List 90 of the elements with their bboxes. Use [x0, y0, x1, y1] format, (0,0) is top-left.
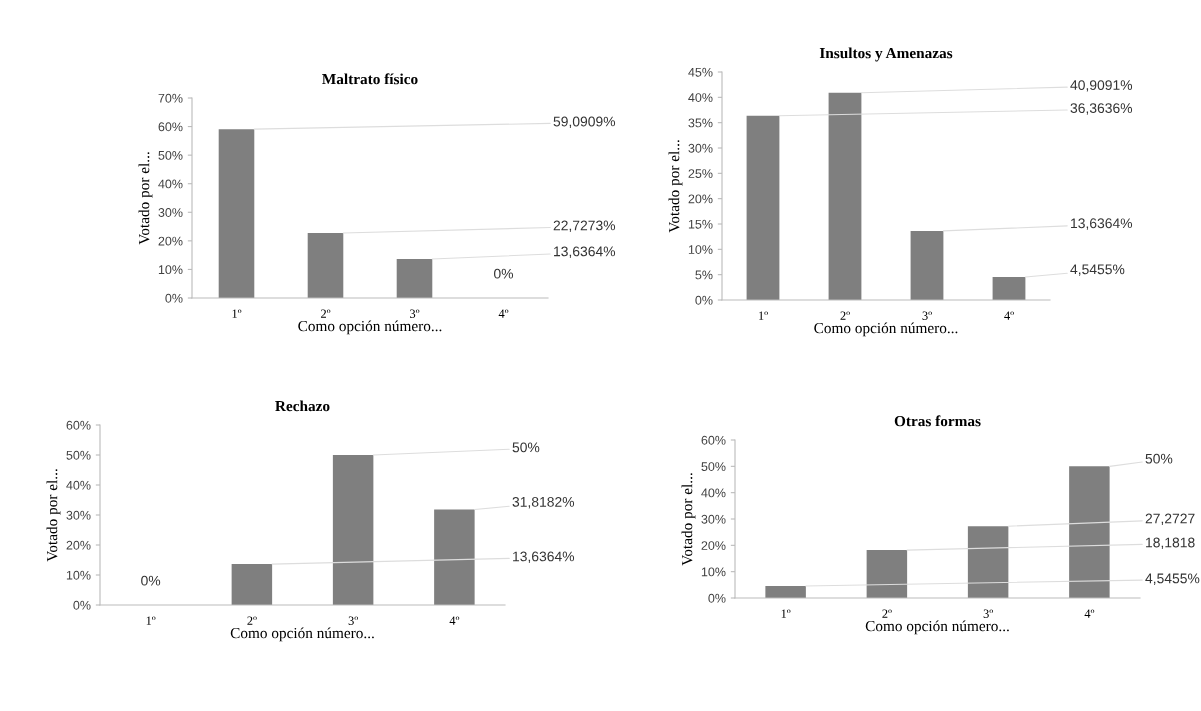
x-tick-label: 4º: [449, 616, 460, 625]
y-tick-label: 50%: [66, 450, 91, 460]
bar: [396, 259, 433, 298]
x-tick-label: 3º: [983, 609, 993, 618]
y-tick-label: 25%: [688, 169, 713, 178]
x-tick-label: 4º: [498, 309, 509, 318]
bar: [910, 230, 944, 300]
bar: [828, 92, 862, 300]
bar: [1069, 466, 1110, 598]
bar: [967, 526, 1009, 598]
y-tick-label: 0%: [695, 295, 713, 305]
data-label: 27,2727: [1145, 513, 1195, 526]
data-label: 4,5455%: [1145, 573, 1200, 585]
y-tick-label: 30%: [701, 514, 726, 524]
data-label: 50%: [512, 442, 540, 453]
data-label: 59,0909%: [553, 116, 616, 129]
x-axis-title: Como opción número...: [230, 627, 374, 642]
chart-title: Otras formas: [894, 415, 981, 427]
y-tick-label: 35%: [688, 118, 713, 128]
y-tick-label: 30%: [158, 208, 183, 217]
y-tick-label: 10%: [688, 245, 713, 254]
y-tick-label: 60%: [701, 435, 726, 445]
data-label: 0%: [494, 268, 514, 279]
y-tick-label: 30%: [688, 143, 713, 153]
data-label: 22,7273%: [553, 220, 616, 232]
y-axis-title: Votado por el...: [138, 152, 153, 245]
y-tick-label: 0%: [165, 293, 183, 303]
y-tick-label: 0%: [708, 593, 726, 603]
x-tick-label: 2º: [320, 309, 331, 318]
x-tick-label: 3º: [922, 311, 932, 320]
bar: [992, 276, 1026, 300]
bar: [218, 129, 255, 298]
data-label: 0%: [141, 575, 161, 586]
x-tick-label: 3º: [348, 616, 358, 625]
x-tick-label: 2º: [882, 609, 892, 618]
x-tick-label: 4º: [1084, 609, 1095, 618]
chart-title: Maltrato físico: [322, 73, 418, 85]
y-tick-label: 15%: [688, 219, 713, 229]
y-tick-label: 5%: [695, 270, 713, 280]
x-tick-label: 1º: [232, 309, 242, 318]
y-tick-label: 40%: [158, 179, 183, 189]
y-tick-label: 40%: [701, 488, 726, 498]
x-tick-label: 1º: [759, 311, 768, 320]
bar: [307, 233, 344, 298]
x-axis-title: Como opción número...: [865, 620, 1009, 635]
x-tick-label: 2º: [840, 311, 850, 320]
data-label: 50%: [1145, 453, 1173, 464]
data-label: 31,8182%: [512, 496, 575, 509]
bar: [746, 115, 780, 300]
bar: [231, 564, 273, 605]
y-tick-label: 30%: [66, 510, 91, 520]
x-tick-label: 1º: [781, 609, 791, 618]
bar: [866, 550, 908, 598]
y-tick-label: 60%: [158, 122, 183, 132]
chart-title: Insultos y Amenazas: [819, 47, 953, 62]
x-tick-label: 3º: [410, 309, 420, 318]
y-tick-label: 20%: [66, 540, 91, 550]
y-tick-label: 40%: [66, 480, 91, 490]
y-tick-label: 0%: [73, 600, 91, 610]
y-tick-label: 10%: [701, 567, 726, 577]
data-label: 13,6364%: [513, 551, 575, 563]
bar: [332, 455, 374, 605]
y-tick-label: 60%: [66, 420, 91, 430]
y-tick-label: 20%: [158, 236, 183, 246]
y-axis-title: Votado por el...: [668, 140, 683, 233]
data-label: 36,3636%: [1070, 103, 1133, 115]
x-axis-title: Como opción número...: [814, 322, 958, 337]
y-tick-label: 45%: [688, 67, 713, 77]
y-tick-label: 50%: [158, 150, 183, 160]
y-tick-label: 20%: [688, 194, 713, 204]
data-label: 13,6364%: [1071, 218, 1133, 230]
x-tick-label: 1º: [146, 616, 156, 625]
x-axis-title: Como opción número...: [298, 320, 442, 335]
x-tick-label: 4º: [1004, 311, 1014, 320]
chart-title: Rechazo: [275, 400, 330, 412]
data-label: 4,5455%: [1070, 264, 1125, 276]
y-tick-label: 10%: [158, 265, 183, 275]
y-axis-title: Votado por el...: [681, 473, 696, 566]
y-tick-label: 40%: [688, 93, 713, 102]
y-tick-label: 20%: [701, 541, 726, 550]
y-tick-label: 10%: [66, 570, 91, 580]
bar: [765, 586, 806, 598]
x-tick-label: 2º: [247, 616, 257, 625]
data-label: 13,6364%: [554, 246, 616, 258]
bar: [434, 509, 475, 605]
data-label: 40,9091%: [1070, 80, 1133, 92]
y-tick-label: 70%: [158, 93, 183, 103]
y-tick-label: 50%: [701, 462, 726, 471]
y-axis-title: Votado por el...: [46, 469, 61, 562]
data-label: 18,1818: [1146, 537, 1195, 550]
